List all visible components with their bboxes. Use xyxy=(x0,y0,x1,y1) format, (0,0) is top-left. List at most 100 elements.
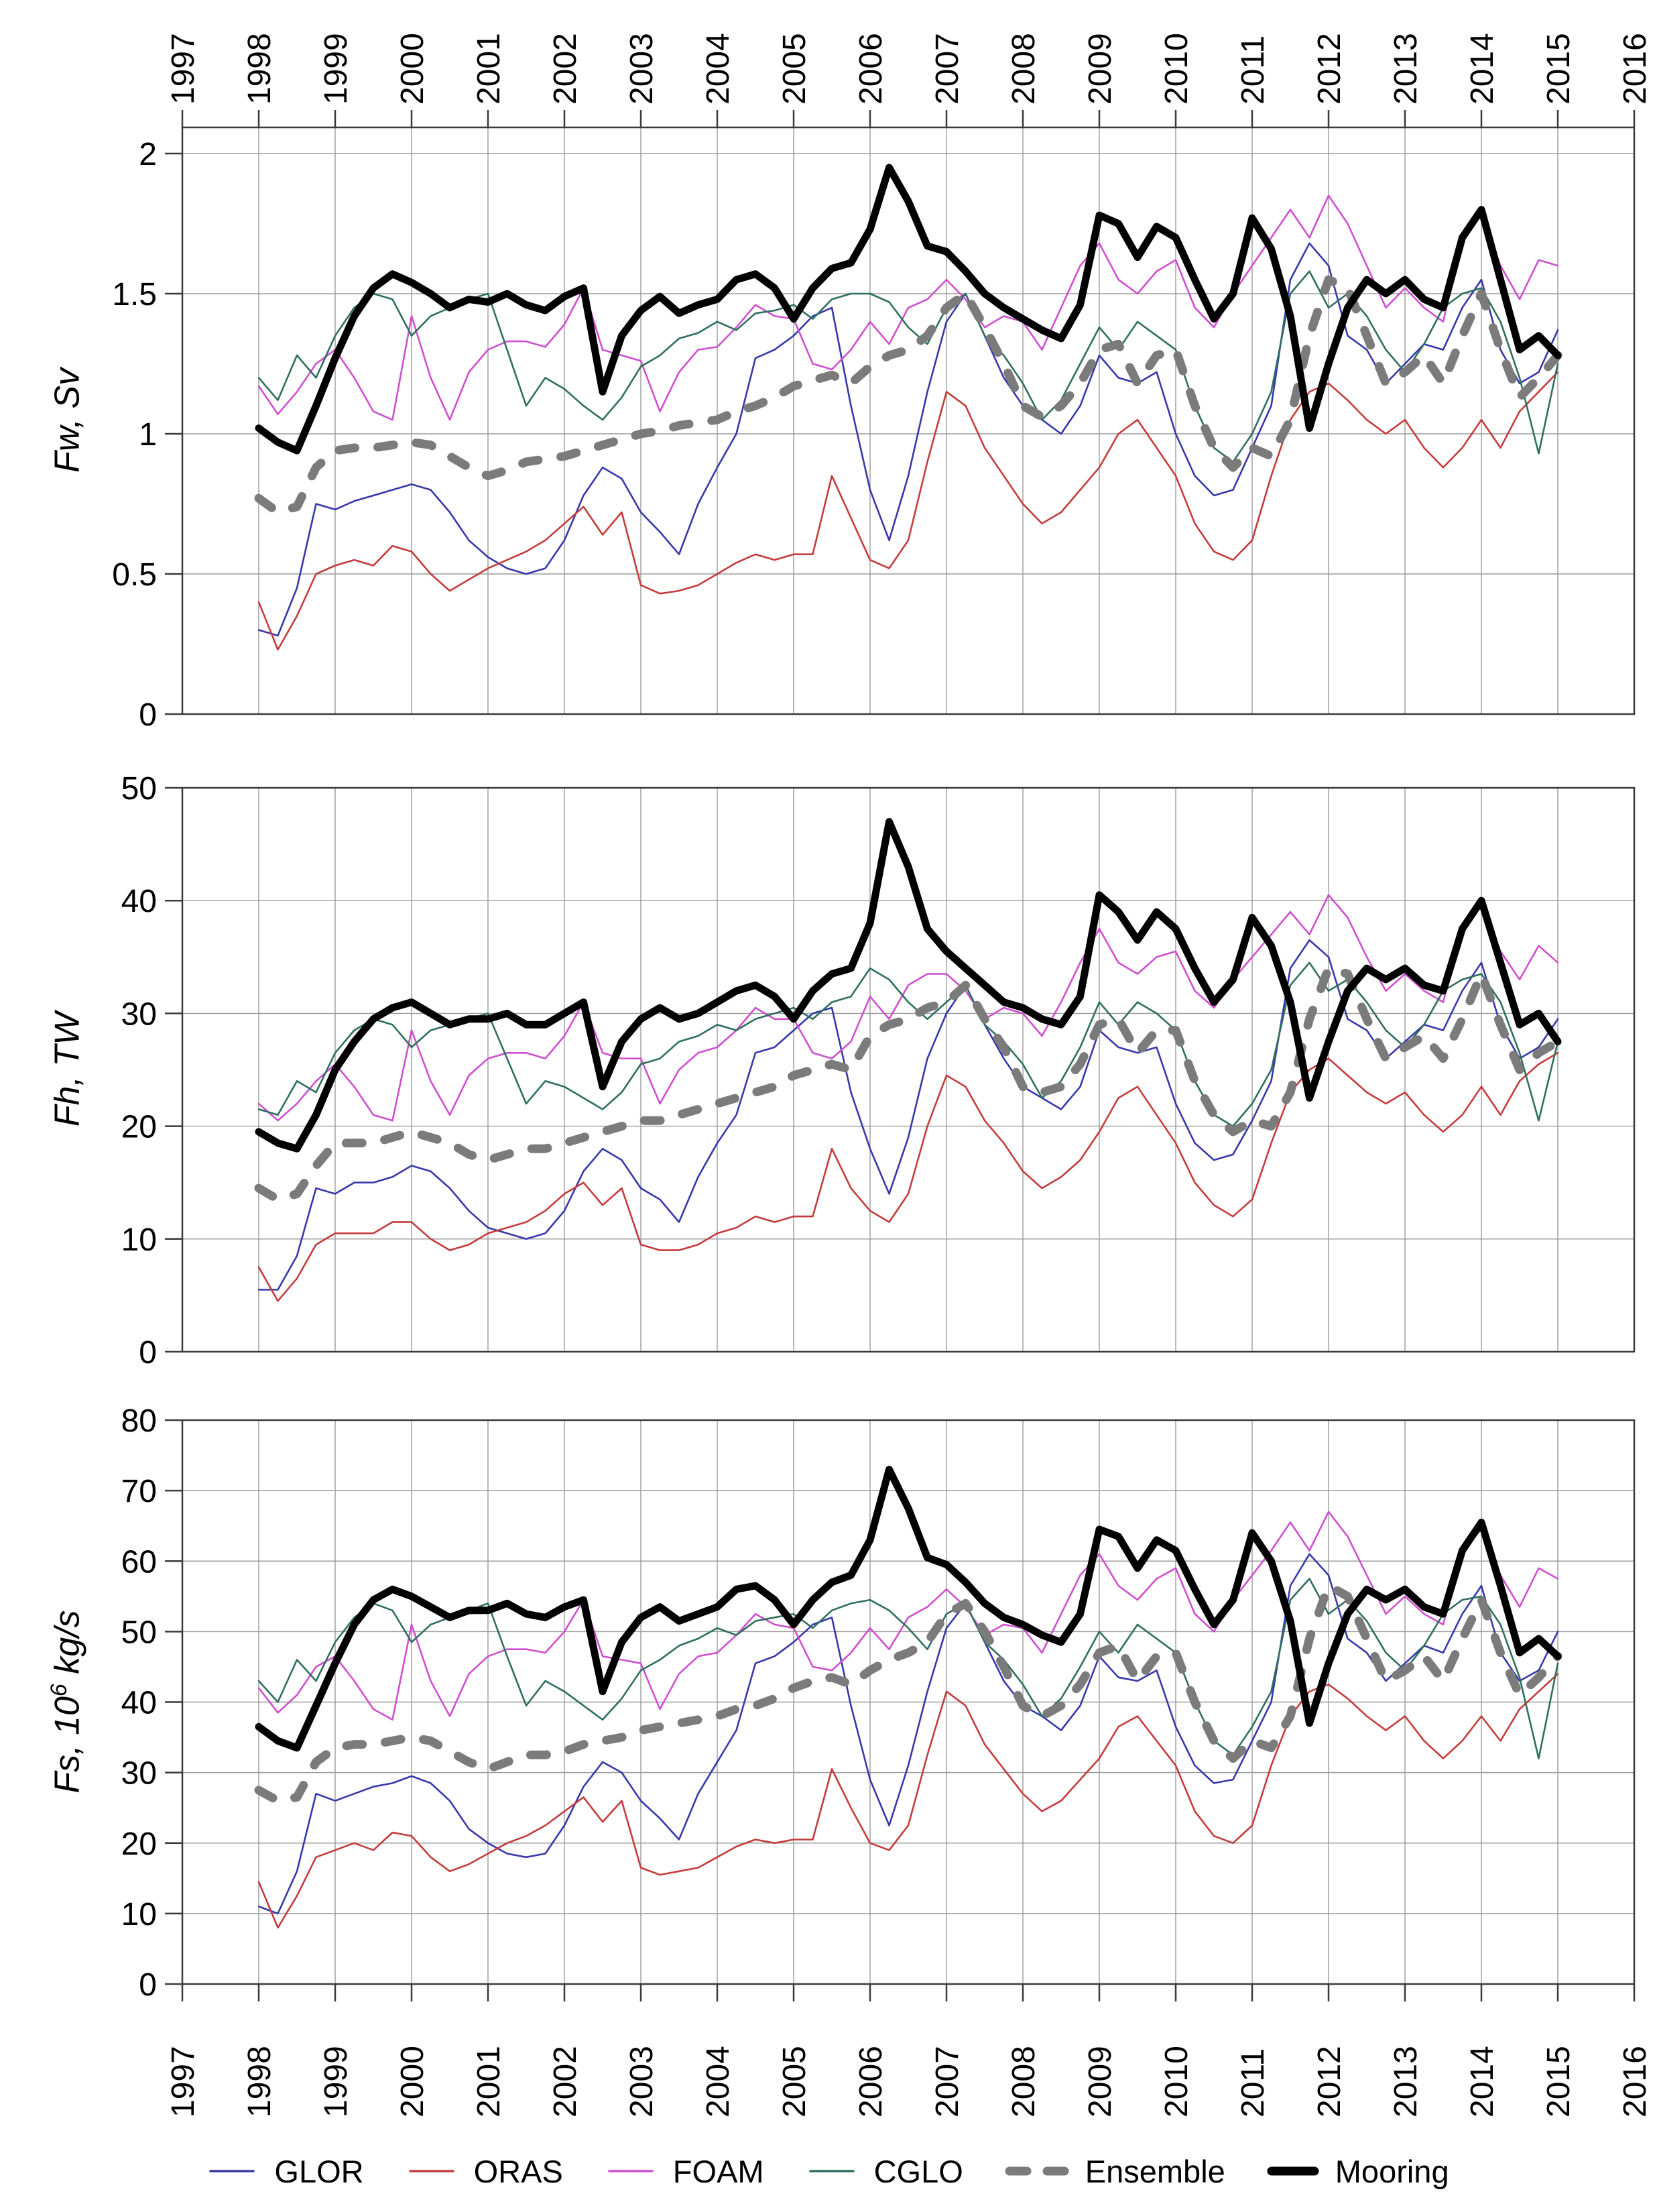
y-axis-label-fw: Fw, Sv xyxy=(38,219,86,622)
x-tick-label-bottom: 1997 xyxy=(166,2046,201,2117)
y-tick-label: 50 xyxy=(121,771,157,807)
x-tick-label-top: 2008 xyxy=(1006,33,1042,105)
series-foam-line xyxy=(257,894,1559,1122)
legend-item-mooring: Mooring xyxy=(1267,2153,1449,2190)
y-tick-label: 0 xyxy=(139,1967,157,2003)
x-tick-label-top: 1998 xyxy=(242,33,278,105)
series-mooring-line xyxy=(255,164,1562,455)
x-tick-label-bottom: 2008 xyxy=(1006,2046,1042,2117)
x-tick-label-top: 2013 xyxy=(1388,33,1424,105)
x-tick-label-top: 2016 xyxy=(1617,33,1653,105)
series-mooring-line xyxy=(255,818,1562,1153)
x-tick-label-bottom: 1998 xyxy=(242,2046,278,2117)
y-axis-label-fs-tail: kg/s xyxy=(48,1610,87,1684)
x-tick-label-top: 1997 xyxy=(166,33,201,105)
y-tick-label: 70 xyxy=(121,1474,157,1509)
x-tick-label-bottom: 2016 xyxy=(1617,2046,1653,2117)
series-mooring-line xyxy=(255,1466,1562,1752)
x-tick-label-bottom: 2013 xyxy=(1388,2046,1424,2117)
legend-label: GLOR xyxy=(274,2153,364,2189)
y-axis-label-fs: Fs, 106 kg/s xyxy=(38,1501,86,1903)
x-tick-label-bottom: 2009 xyxy=(1083,2046,1118,2117)
x-tick-label-bottom: 2001 xyxy=(471,2046,507,2117)
x-tick-label-bottom: 2003 xyxy=(624,2046,660,2117)
panel-frame xyxy=(181,787,1636,1353)
y-tick-label: 1.5 xyxy=(112,277,157,312)
x-tick-label-bottom: 2004 xyxy=(700,2046,736,2117)
x-tick-label-bottom: 2006 xyxy=(853,2046,889,2117)
series-glor-line xyxy=(257,1553,1559,1915)
y-axis-label-fh-lead: Fh xyxy=(48,1086,87,1127)
x-tick-label-top: 2004 xyxy=(700,33,736,105)
x-tick-label-bottom: 2014 xyxy=(1465,2046,1500,2117)
y-tick-label: 30 xyxy=(121,1756,157,1792)
series-oras-line xyxy=(257,1673,1559,1929)
legend-label: ORAS xyxy=(473,2153,563,2189)
legend-swatch-foam-line xyxy=(608,2170,654,2172)
x-tick-label-bottom: 2002 xyxy=(548,2046,583,2117)
x-tick-label-bottom: 2007 xyxy=(930,2046,965,2117)
y-tick-label: 80 xyxy=(121,1403,157,1439)
legend-label: Ensemble xyxy=(1085,2153,1225,2189)
series-cglo-line xyxy=(257,270,1559,463)
x-tick-label-bottom: 2010 xyxy=(1159,2046,1194,2117)
series-cglo-line xyxy=(257,962,1559,1127)
series-glor-line xyxy=(257,242,1559,637)
x-tick-label-top: 2010 xyxy=(1159,33,1194,105)
legend-label: Mooring xyxy=(1335,2153,1449,2189)
y-tick-label: 30 xyxy=(121,996,157,1032)
x-tick-label-bottom: 1999 xyxy=(318,2046,354,2117)
series-foam-line xyxy=(257,194,1559,421)
x-tick-label-top: 2007 xyxy=(930,33,965,105)
x-tick-label-top: 2003 xyxy=(624,33,660,105)
x-tick-label-top: 2015 xyxy=(1541,33,1577,105)
x-tick-label-top: 1999 xyxy=(318,33,354,105)
x-tick-label-top: 2001 xyxy=(471,33,507,105)
legend-label: FOAM xyxy=(672,2153,764,2189)
y-tick-label: 20 xyxy=(121,1826,157,1862)
x-tick-label-top: 2000 xyxy=(395,33,430,105)
x-tick-label-top: 2005 xyxy=(777,33,812,105)
panel-0: 0 0.5 1 1.5 2 1997 1998 1999 2000 2001 2002 2003 200… xyxy=(112,33,1653,733)
y-tick-label: 20 xyxy=(121,1110,157,1145)
y-tick-label: 0 xyxy=(139,697,157,733)
legend-item-foam: FOAM xyxy=(605,2153,764,2190)
y-tick-label: 10 xyxy=(121,1897,157,1932)
series-oras-line xyxy=(257,371,1559,651)
legend-swatch-oras-line xyxy=(408,2170,454,2172)
x-tick-label-top: 2002 xyxy=(548,33,583,105)
x-tick-label-top: 2009 xyxy=(1083,33,1118,105)
y-axis-label-fh: Fh, TW xyxy=(38,868,86,1271)
y-tick-label: 0.5 xyxy=(112,557,157,593)
legend-swatch-glor-line xyxy=(209,2170,255,2172)
legend: GLOR ORAS FOAM CGLO Ensemble Mooring xyxy=(0,2138,1655,2205)
legend-item-glor: GLOR xyxy=(206,2153,364,2190)
x-tick-label-top: 2006 xyxy=(853,33,889,105)
legend-label: CGLO xyxy=(873,2153,963,2189)
series-ensemble-line xyxy=(254,964,1562,1204)
y-axis-label-fs-mid: , 10 xyxy=(48,1696,87,1755)
legend-swatch-mooring-line xyxy=(1267,2166,1319,2176)
y-tick-label: 50 xyxy=(121,1615,157,1650)
y-tick-label: 10 xyxy=(121,1222,157,1258)
x-tick-label-bottom: 2000 xyxy=(395,2046,430,2117)
series-ensemble-line xyxy=(254,1581,1562,1806)
legend-swatch-ensemble-line xyxy=(1005,2166,1069,2176)
x-tick-label-bottom: 2005 xyxy=(777,2046,812,2117)
series-foam-line xyxy=(257,1511,1559,1721)
x-tick-label-bottom: 2015 xyxy=(1541,2046,1577,2117)
legend-item-oras: ORAS xyxy=(406,2153,563,2190)
y-axis-label-fs-sup: 6 xyxy=(46,1684,72,1697)
x-tick-label-bottom: 2011 xyxy=(1235,2048,1271,2117)
panel-1: 0 10 20 30 40 50 xyxy=(121,771,1636,1371)
x-tick-label-top: 2011 xyxy=(1235,36,1271,105)
legend-item-cglo: CGLO xyxy=(806,2153,963,2190)
y-tick-label: 40 xyxy=(121,884,157,919)
y-tick-label: 1 xyxy=(139,417,157,453)
y-tick-label: 60 xyxy=(121,1544,157,1580)
panel-2: 0 10 20 30 40 50 60 70 80 1997 1998 1999 2000 2001 200… xyxy=(121,1403,1653,2117)
y-axis-label-fs-lead: Fs xyxy=(48,1754,87,1794)
series-oras-line xyxy=(257,1052,1559,1302)
